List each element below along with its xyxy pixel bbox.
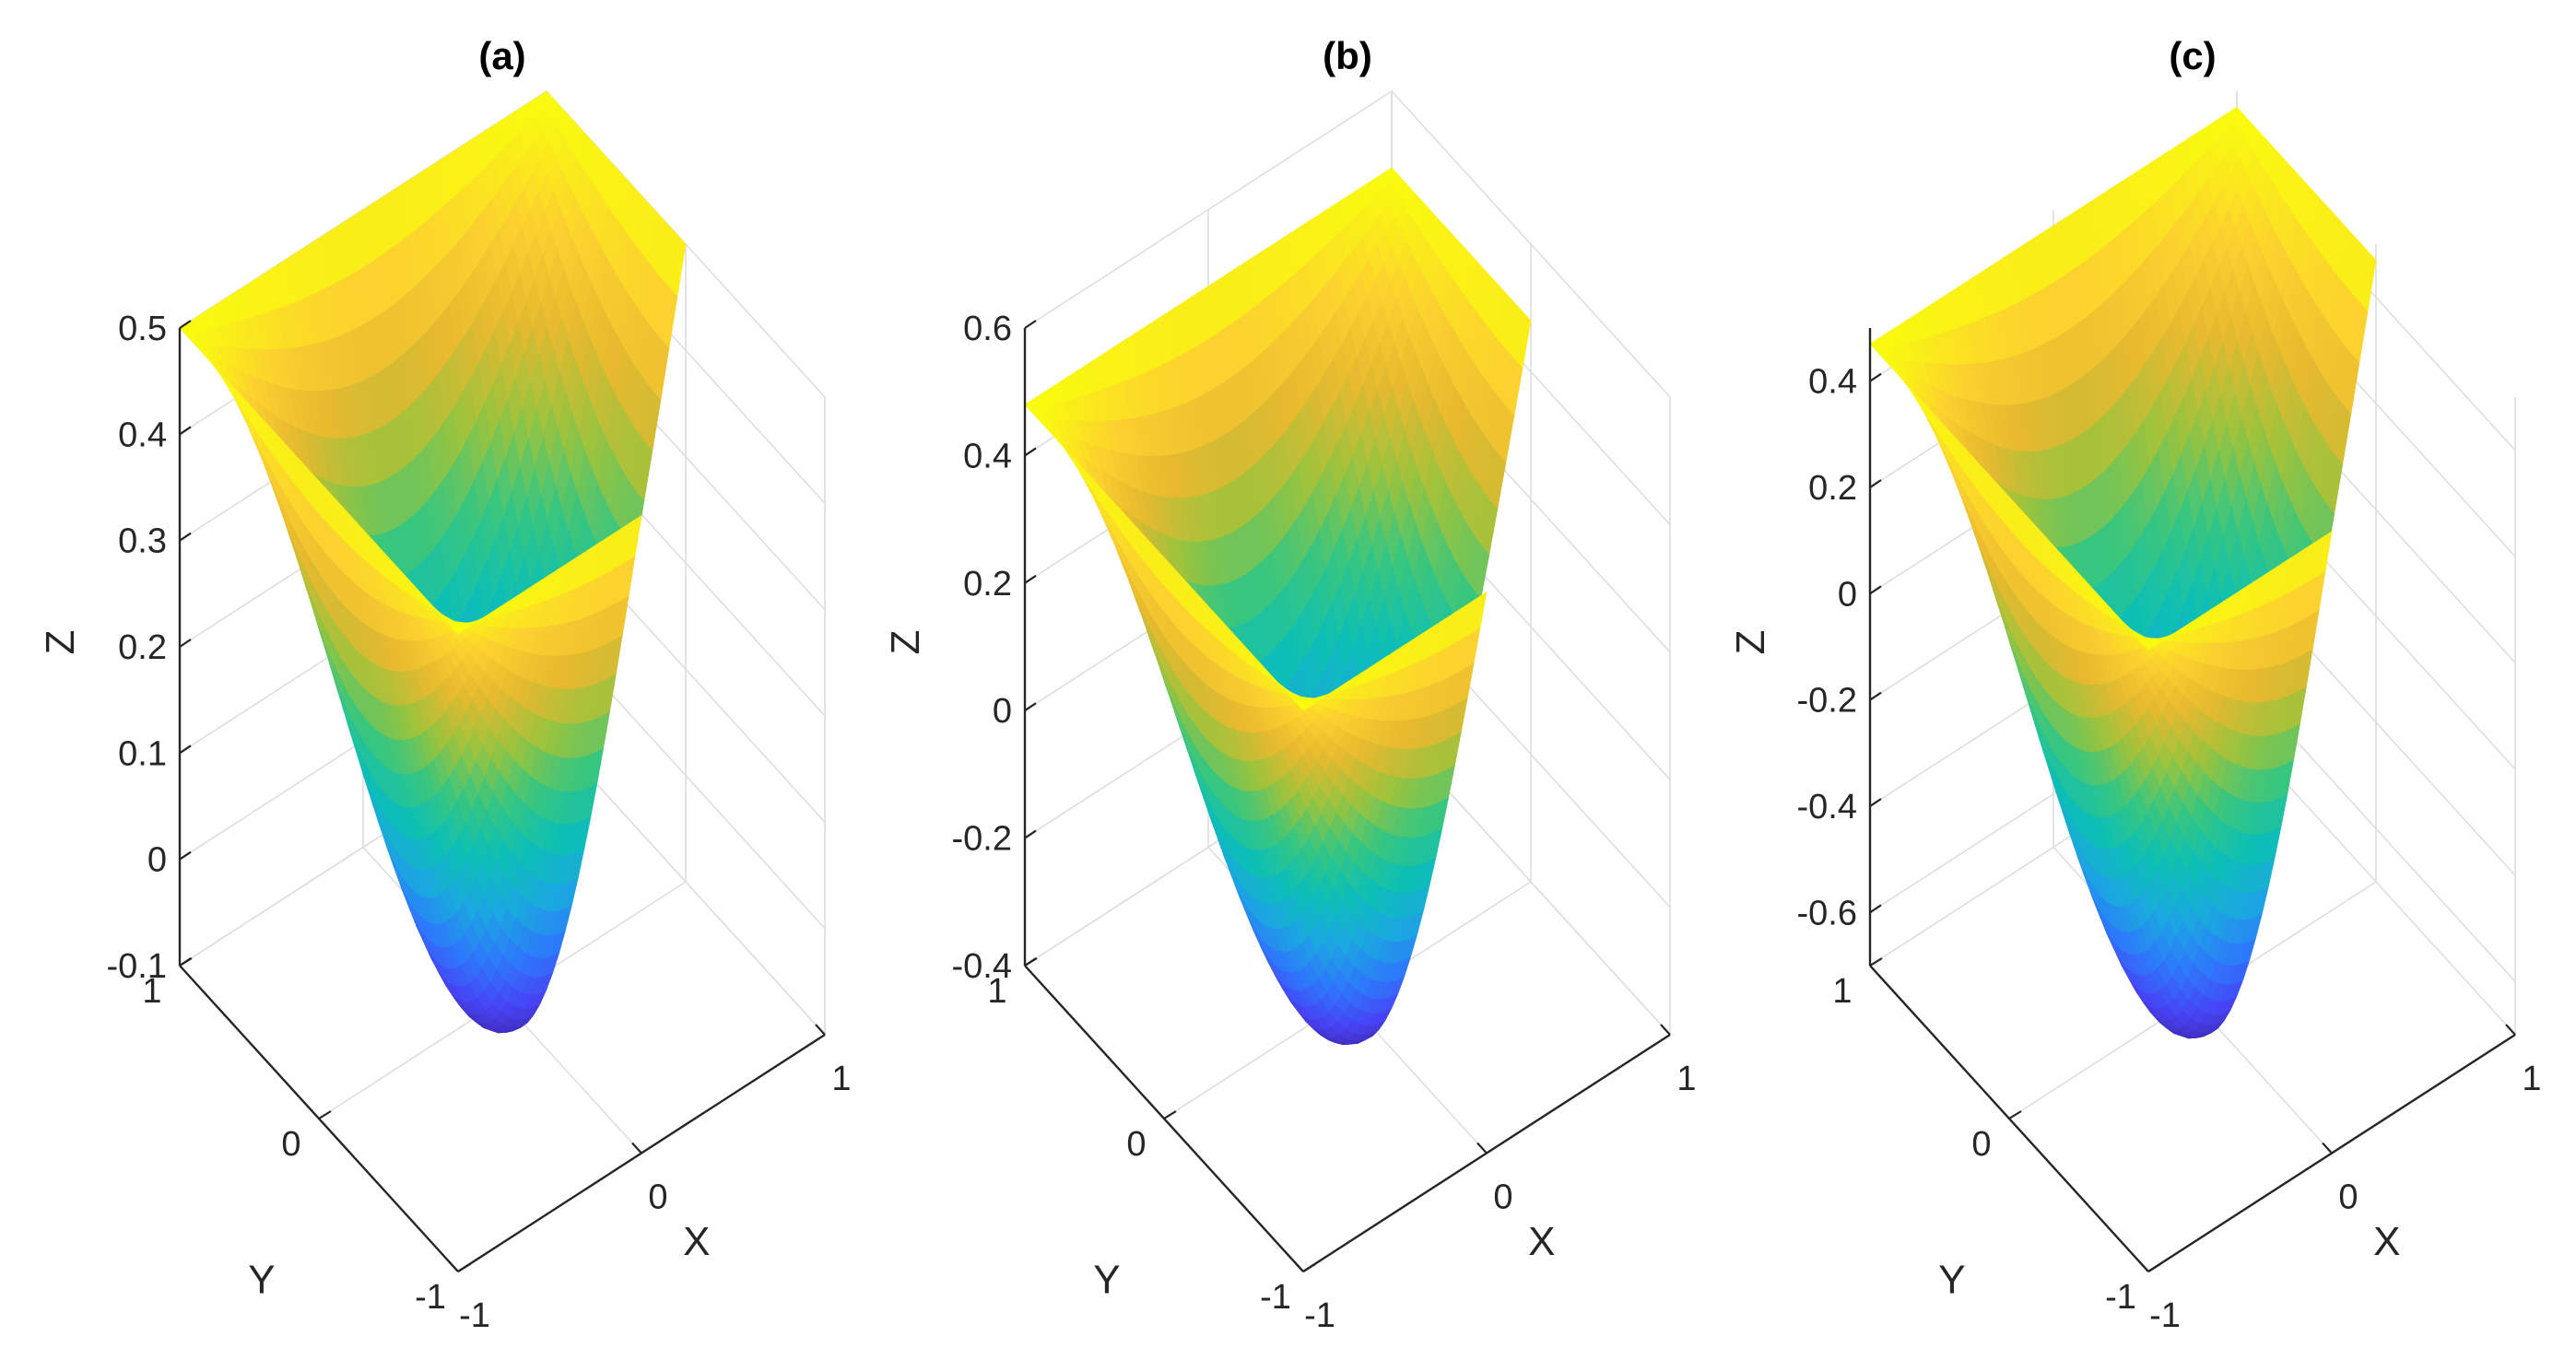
z-tick <box>179 850 192 861</box>
z-tick <box>1024 447 1037 457</box>
y-tick-label: 1 <box>1832 972 1852 1011</box>
panel-title: (b) <box>1323 34 1372 77</box>
surface-quad <box>1296 700 1312 711</box>
y-axis-title: Y <box>1093 1258 1120 1303</box>
x-tick-label: 0 <box>1493 1178 1512 1217</box>
y-tick <box>1024 957 1038 967</box>
z-tick-label: 0.2 <box>963 565 1012 604</box>
x-tick <box>1476 1142 1488 1155</box>
y-tick <box>179 957 193 967</box>
x-axis-title: X <box>2373 1219 2400 1264</box>
z-tick-label: 0.2 <box>1808 469 1857 508</box>
y-tick <box>2147 1263 2161 1272</box>
x-tick <box>631 1142 642 1155</box>
y-axis-title: Y <box>1938 1258 1965 1303</box>
y-tick-label: -1 <box>415 1278 446 1317</box>
panel-b: -0.4 -0.2 0 0.2 0.4 0.6 -1 0 1 -1 0 1 X Y Z (b) <box>883 34 1697 1335</box>
z-tick-label: 0 <box>147 841 167 880</box>
surface <box>1869 106 2377 1039</box>
panel-title: (a) <box>478 34 525 77</box>
z-tick-label: 0.6 <box>963 310 1012 348</box>
z-tick-label: -0.2 <box>952 820 1012 859</box>
y-tick-label: 0 <box>1971 1125 1991 1164</box>
z-tick-label: -0.2 <box>1797 682 1857 721</box>
z-tick <box>1024 320 1037 329</box>
z-tick-label: 0.4 <box>118 416 167 454</box>
z-tick <box>179 639 192 648</box>
panel-title: (c) <box>2169 34 2216 77</box>
x-tick <box>448 1260 459 1272</box>
z-tick <box>1869 585 1882 595</box>
y-tick-label: 1 <box>987 972 1006 1011</box>
z-axis-title: Z <box>38 630 83 655</box>
y-tick-label: 0 <box>281 1125 300 1164</box>
z-tick-label: 0.2 <box>118 628 167 667</box>
x-axis-title: X <box>1528 1219 1555 1264</box>
y-tick-label: 1 <box>142 972 161 1011</box>
z-tick-label: -0.1 <box>107 947 167 986</box>
x-tick <box>2322 1142 2333 1155</box>
y-tick <box>457 1263 471 1272</box>
x-tick-label: 0 <box>2338 1178 2358 1217</box>
z-tick-label: -0.4 <box>952 947 1012 986</box>
z-tick-label: -0.6 <box>1797 894 1857 932</box>
x-tick-label: -1 <box>2149 1296 2181 1335</box>
z-tick-label: 0.5 <box>118 310 167 348</box>
x-tick <box>1660 1024 1671 1036</box>
x-tick-label: -1 <box>1304 1296 1335 1335</box>
x-tick-label: 0 <box>648 1178 667 1217</box>
panel-a: -0.1 0 0.1 0.2 0.3 0.4 0.5 -1 0 1 -1 0 1 X Y Z (a) <box>38 34 852 1335</box>
z-tick <box>179 320 192 329</box>
y-tick-label: -1 <box>2105 1278 2136 1317</box>
y-tick-label: -1 <box>1260 1278 1291 1317</box>
x-tick <box>2138 1260 2149 1272</box>
axes: -0.4 -0.2 0 0.2 0.4 0.6 -1 0 1 -1 0 1 X Y Z <box>883 310 1697 1335</box>
z-tick-label: 0 <box>993 692 1012 731</box>
z-tick <box>1024 702 1037 712</box>
x-tick-label: 1 <box>831 1060 851 1098</box>
z-tick-label: 0 <box>1838 575 1857 614</box>
z-tick <box>179 744 192 755</box>
z-tick <box>1869 798 1882 807</box>
z-tick <box>1869 904 1882 914</box>
z-axis-title: Z <box>1728 630 1773 655</box>
y-tick <box>2008 1110 2022 1119</box>
z-tick <box>1869 372 1882 382</box>
z-tick <box>1024 574 1037 584</box>
axes: -0.1 0 0.1 0.2 0.3 0.4 0.5 -1 0 1 -1 0 1 X Y Z <box>38 310 852 1335</box>
surface <box>1024 167 1532 1046</box>
y-tick <box>1869 957 1883 967</box>
x-tick <box>2505 1024 2516 1036</box>
x-tick-label: 1 <box>2522 1060 2541 1098</box>
y-tick <box>1302 1263 1316 1272</box>
surface <box>179 90 687 1034</box>
x-tick-label: 1 <box>1676 1060 1696 1098</box>
y-tick-label: 0 <box>1126 1125 1146 1164</box>
z-tick-label: 0.4 <box>1808 363 1857 402</box>
z-tick <box>179 426 192 436</box>
z-tick-label: 0.3 <box>118 522 167 561</box>
x-tick <box>1293 1260 1304 1272</box>
z-tick <box>1024 829 1037 839</box>
z-tick <box>1869 479 1882 488</box>
surface-quad <box>451 624 467 635</box>
y-tick <box>318 1110 332 1119</box>
x-axis-title: X <box>683 1219 710 1264</box>
z-tick <box>1869 691 1882 701</box>
z-tick-label: -0.4 <box>1797 788 1857 826</box>
panel-c: -0.6 -0.4 -0.2 0 0.2 0.4 -1 0 1 -1 0 1 X Y Z (c) <box>1728 34 2542 1335</box>
x-tick-label: -1 <box>459 1296 490 1335</box>
y-tick <box>1163 1110 1177 1119</box>
y-axis-title: Y <box>248 1258 275 1303</box>
z-axis-title: Z <box>883 630 928 655</box>
x-tick <box>815 1024 826 1036</box>
z-tick <box>179 532 192 542</box>
z-tick-label: 0.4 <box>963 437 1012 475</box>
z-tick-label: 0.1 <box>118 734 167 773</box>
